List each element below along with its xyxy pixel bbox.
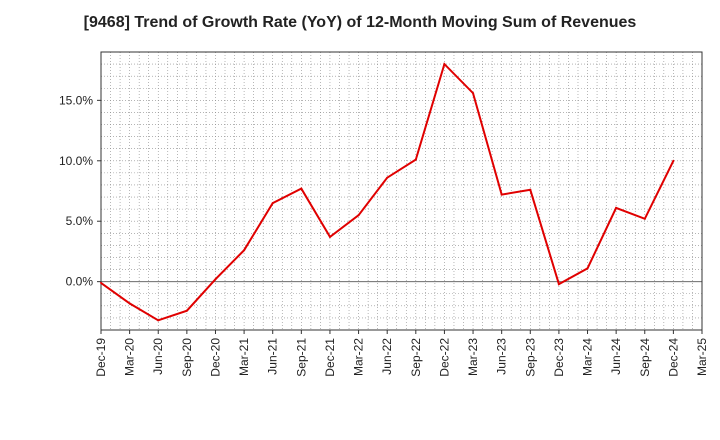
data-point: [500, 193, 503, 196]
plot-frame: [100, 51, 703, 331]
data-point: [300, 187, 303, 190]
y-tick-label: 10.0%: [59, 154, 93, 168]
x-tick-label: Dec-20: [208, 338, 222, 377]
data-point: [386, 176, 389, 179]
x-tick-label: Jun-24: [609, 338, 623, 375]
x-tick-label: Sep-20: [180, 338, 194, 377]
x-tick-label: Dec-19: [94, 338, 108, 377]
data-point: [472, 92, 475, 95]
data-point: [328, 235, 331, 238]
x-tick-label: Mar-25: [695, 338, 709, 376]
x-tick-label: Sep-22: [409, 338, 423, 377]
data-point: [271, 202, 274, 205]
data-point: [243, 249, 246, 252]
data-point: [615, 206, 618, 209]
data-point: [128, 302, 131, 305]
x-tick-label: Jun-20: [151, 338, 165, 375]
x-tick-label: Mar-21: [237, 338, 251, 376]
data-point: [185, 309, 188, 312]
y-tick-label: 15.0%: [59, 93, 93, 107]
x-tick-label: Mar-24: [581, 338, 595, 376]
x-tick-label: Jun-21: [266, 338, 280, 375]
data-point: [100, 281, 102, 284]
data-point: [529, 188, 532, 191]
x-tick-label: Mar-20: [123, 338, 137, 376]
data-point: [157, 319, 160, 322]
x-tick-label: Mar-23: [466, 338, 480, 376]
data-point: [214, 278, 217, 281]
data-point: [672, 159, 675, 162]
x-tick-label: Dec-21: [323, 338, 337, 377]
plot-area: [101, 52, 702, 330]
data-point: [357, 214, 360, 217]
x-tick-label: Dec-23: [552, 338, 566, 377]
y-tick-label: 0.0%: [66, 275, 94, 289]
x-tick-label: Dec-24: [666, 338, 680, 377]
x-tick-label: Jun-23: [495, 338, 509, 375]
data-point: [414, 158, 417, 161]
x-tick-label: Sep-21: [294, 338, 308, 377]
x-tick-label: Sep-24: [638, 338, 652, 377]
x-tick-label: Dec-22: [437, 338, 451, 377]
chart-title: [9468] Trend of Growth Rate (YoY) of 12-…: [83, 14, 637, 31]
x-tick-label: Jun-22: [380, 338, 394, 375]
x-tick-label: Mar-22: [352, 338, 366, 376]
data-point: [557, 283, 560, 286]
data-point: [643, 217, 646, 220]
x-tick-label: Sep-23: [523, 338, 537, 377]
data-point: [443, 63, 446, 66]
data-point: [586, 267, 589, 270]
y-tick-label: 5.0%: [66, 214, 94, 228]
